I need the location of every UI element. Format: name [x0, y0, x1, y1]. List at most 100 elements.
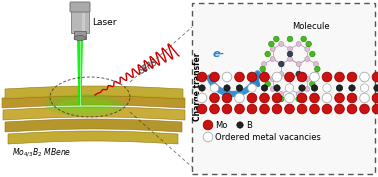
FancyBboxPatch shape [82, 13, 85, 31]
Circle shape [197, 104, 207, 114]
Circle shape [297, 104, 307, 114]
Circle shape [270, 87, 275, 92]
Circle shape [360, 104, 369, 114]
Circle shape [285, 84, 294, 92]
Circle shape [268, 41, 274, 47]
Text: B: B [246, 121, 252, 130]
Circle shape [279, 41, 284, 47]
Circle shape [203, 132, 213, 142]
Circle shape [347, 93, 357, 103]
Circle shape [296, 71, 302, 77]
Polygon shape [5, 86, 183, 99]
Circle shape [285, 93, 294, 103]
Circle shape [285, 104, 294, 114]
Circle shape [203, 120, 213, 130]
Circle shape [313, 61, 319, 67]
Ellipse shape [57, 98, 113, 113]
Circle shape [322, 93, 332, 103]
Circle shape [285, 72, 294, 82]
Circle shape [222, 104, 232, 114]
Circle shape [305, 47, 310, 52]
Circle shape [260, 66, 265, 72]
Circle shape [237, 122, 243, 128]
Circle shape [262, 72, 266, 76]
Circle shape [248, 84, 256, 92]
Circle shape [301, 36, 307, 42]
Text: Charge transfer: Charge transfer [194, 53, 203, 121]
Circle shape [310, 104, 319, 114]
Circle shape [335, 93, 344, 103]
Circle shape [323, 84, 331, 92]
Circle shape [310, 72, 319, 82]
Circle shape [235, 72, 244, 82]
Circle shape [224, 85, 230, 91]
Text: Laser: Laser [92, 18, 116, 27]
Circle shape [260, 93, 269, 103]
Circle shape [210, 93, 219, 103]
Circle shape [197, 93, 207, 103]
Circle shape [347, 72, 357, 82]
Ellipse shape [74, 36, 86, 41]
Circle shape [305, 56, 310, 61]
Circle shape [335, 104, 344, 114]
Polygon shape [77, 39, 83, 105]
Circle shape [297, 72, 307, 82]
Text: e-: e- [213, 49, 225, 59]
Circle shape [262, 61, 266, 67]
Circle shape [210, 104, 219, 114]
Circle shape [247, 104, 257, 114]
Text: Mo$_{4/3}$B$_{2}$ MBene: Mo$_{4/3}$B$_{2}$ MBene [12, 146, 71, 159]
Circle shape [374, 85, 378, 91]
Circle shape [372, 72, 378, 82]
Text: SERS: SERS [138, 58, 160, 76]
Circle shape [272, 93, 282, 103]
Circle shape [265, 51, 271, 57]
Circle shape [270, 47, 275, 52]
Circle shape [349, 85, 355, 91]
Circle shape [287, 36, 293, 42]
Circle shape [305, 76, 310, 81]
FancyBboxPatch shape [70, 2, 90, 12]
Circle shape [296, 41, 301, 47]
Circle shape [313, 72, 319, 76]
Circle shape [270, 76, 275, 81]
Text: Mo: Mo [215, 121, 228, 130]
FancyBboxPatch shape [192, 3, 375, 174]
Circle shape [336, 85, 343, 91]
FancyBboxPatch shape [71, 9, 89, 33]
Text: Molecule: Molecule [292, 22, 330, 31]
Circle shape [287, 51, 293, 57]
Circle shape [279, 92, 284, 96]
Circle shape [347, 104, 357, 114]
Text: Ordered metal vacancies: Ordered metal vacancies [215, 133, 321, 141]
Circle shape [299, 85, 305, 91]
Circle shape [260, 72, 269, 82]
Circle shape [310, 51, 315, 57]
Circle shape [296, 72, 301, 76]
Circle shape [287, 96, 293, 102]
Circle shape [247, 72, 257, 82]
Circle shape [360, 84, 369, 92]
Circle shape [306, 41, 311, 47]
Circle shape [279, 61, 284, 67]
Circle shape [272, 72, 282, 82]
Circle shape [305, 87, 310, 92]
Circle shape [210, 72, 219, 82]
Circle shape [210, 84, 219, 92]
Circle shape [288, 47, 293, 52]
Circle shape [335, 72, 344, 82]
Circle shape [235, 104, 244, 114]
Circle shape [279, 61, 284, 67]
Ellipse shape [45, 94, 125, 116]
Circle shape [279, 72, 284, 76]
Circle shape [288, 76, 293, 81]
Circle shape [265, 81, 271, 87]
Circle shape [322, 104, 332, 114]
Polygon shape [2, 95, 185, 108]
Circle shape [288, 87, 293, 92]
Circle shape [296, 92, 301, 96]
Circle shape [297, 93, 307, 103]
Circle shape [311, 85, 318, 91]
Circle shape [260, 104, 269, 114]
Circle shape [270, 56, 275, 61]
